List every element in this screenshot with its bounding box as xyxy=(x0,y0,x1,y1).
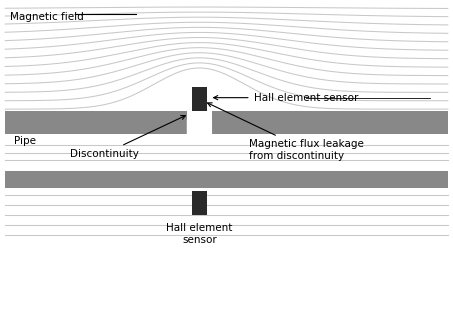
FancyBboxPatch shape xyxy=(192,191,207,215)
Text: Pipe: Pipe xyxy=(14,136,36,146)
Text: Hall element
sensor: Hall element sensor xyxy=(166,223,232,245)
Text: Magnetic flux leakage
from discontinuity: Magnetic flux leakage from discontinuity xyxy=(207,103,364,161)
FancyBboxPatch shape xyxy=(192,87,207,111)
Polygon shape xyxy=(187,111,212,135)
FancyBboxPatch shape xyxy=(212,111,448,135)
Text: Hall element sensor: Hall element sensor xyxy=(213,93,358,103)
Text: Magnetic field: Magnetic field xyxy=(10,12,83,22)
FancyBboxPatch shape xyxy=(5,171,448,188)
Text: Discontinuity: Discontinuity xyxy=(70,115,185,159)
FancyBboxPatch shape xyxy=(5,111,187,135)
